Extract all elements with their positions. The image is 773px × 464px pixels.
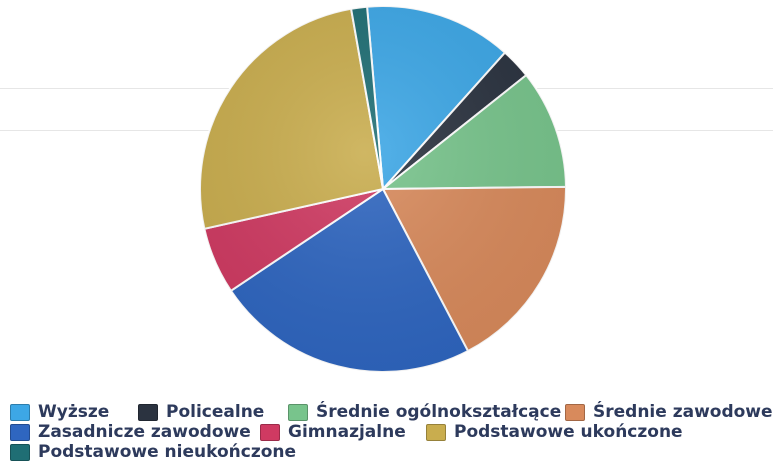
legend-item-zasadnicze-zawodowe[interactable]: Zasadnicze zawodowe	[10, 422, 251, 442]
legend-swatch-podstawowe-ukonczone	[426, 423, 446, 441]
legend-label: Średnie ogólnokształcące	[316, 402, 562, 422]
legend-label: Podstawowe nieukończone	[38, 442, 297, 462]
legend-label: Zasadnicze zawodowe	[38, 422, 251, 442]
legend-item-podstawowe-nieukonczone[interactable]: Podstawowe nieukończone	[10, 442, 296, 462]
legend-label: Podstawowe ukończone	[454, 422, 683, 442]
legend-item-srednie-ogolnoksztalcace[interactable]: Średnie ogólnokształcące	[288, 402, 561, 422]
legend-item-srednie-zawodowe[interactable]: Średnie zawodowe	[565, 402, 773, 422]
legend-swatch-policealne	[138, 403, 158, 421]
pie-chart-area	[0, 5, 773, 373]
legend-item-wyzsze[interactable]: Wyższe	[10, 402, 109, 422]
chart-legend: Wyższe Policealne Średnie ogólnokształcą…	[10, 402, 773, 464]
legend-swatch-srednie-zawodowe	[565, 403, 585, 421]
legend-item-podstawowe-ukonczone[interactable]: Podstawowe ukończone	[426, 422, 683, 442]
legend-swatch-gimnazjalne	[260, 423, 280, 441]
legend-label: Średnie zawodowe	[593, 402, 773, 422]
legend-swatch-srednie-ogolnoksztalcace	[288, 403, 308, 421]
pie-slice-6[interactable]	[199, 7, 384, 230]
legend-swatch-zasadnicze-zawodowe	[10, 423, 30, 441]
legend-label: Policealne	[166, 402, 265, 422]
legend-item-policealne[interactable]: Policealne	[138, 402, 264, 422]
legend-swatch-wyzsze	[10, 403, 30, 421]
legend-label: Gimnazjalne	[288, 422, 406, 442]
legend-label: Wyższe	[38, 402, 110, 422]
pie-slices	[199, 5, 567, 373]
pie-chart	[199, 5, 567, 373]
legend-item-gimnazjalne[interactable]: Gimnazjalne	[260, 422, 406, 442]
legend-swatch-podstawowe-nieukonczone	[10, 443, 30, 461]
